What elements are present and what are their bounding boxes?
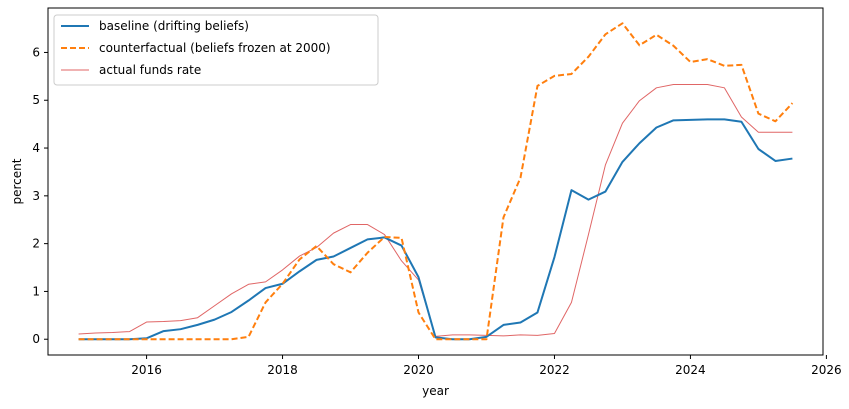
series-line-1 (78, 22, 794, 341)
y-tick-label: 6 (32, 45, 40, 59)
legend: baseline (drifting beliefs) counterfactu… (53, 14, 379, 86)
x-axis-label: year (422, 384, 449, 398)
legend-box (53, 14, 379, 86)
y-tick-label: 5 (32, 93, 40, 107)
legend-label-counterfactual: counterfactual (beliefs frozen at 2000) (99, 41, 331, 55)
series-line-2 (78, 83, 793, 337)
x-tick-label: 2016 (131, 363, 162, 377)
legend-label-baseline: baseline (drifting beliefs) (99, 19, 249, 33)
y-axis-label: percent (10, 158, 24, 204)
x-axis-ticks: 2016 2018 2020 2022 2024 2026 (131, 355, 842, 377)
series-lines (78, 22, 794, 341)
y-tick-label: 2 (32, 237, 40, 251)
x-tick-label: 2018 (267, 363, 298, 377)
series-line-0 (78, 118, 793, 341)
x-tick-label: 2024 (675, 363, 706, 377)
plot-frame (47, 7, 824, 356)
legend-label-actual: actual funds rate (99, 63, 201, 77)
y-tick-label: 1 (32, 284, 40, 298)
y-axis-ticks: 0 1 2 3 4 5 6 (32, 45, 48, 346)
y-tick-label: 3 (32, 189, 40, 203)
x-tick-label: 2026 (811, 363, 842, 377)
y-tick-label: 0 (32, 332, 40, 346)
x-tick-label: 2020 (403, 363, 434, 377)
x-tick-label: 2022 (539, 363, 570, 377)
y-tick-label: 4 (32, 141, 40, 155)
